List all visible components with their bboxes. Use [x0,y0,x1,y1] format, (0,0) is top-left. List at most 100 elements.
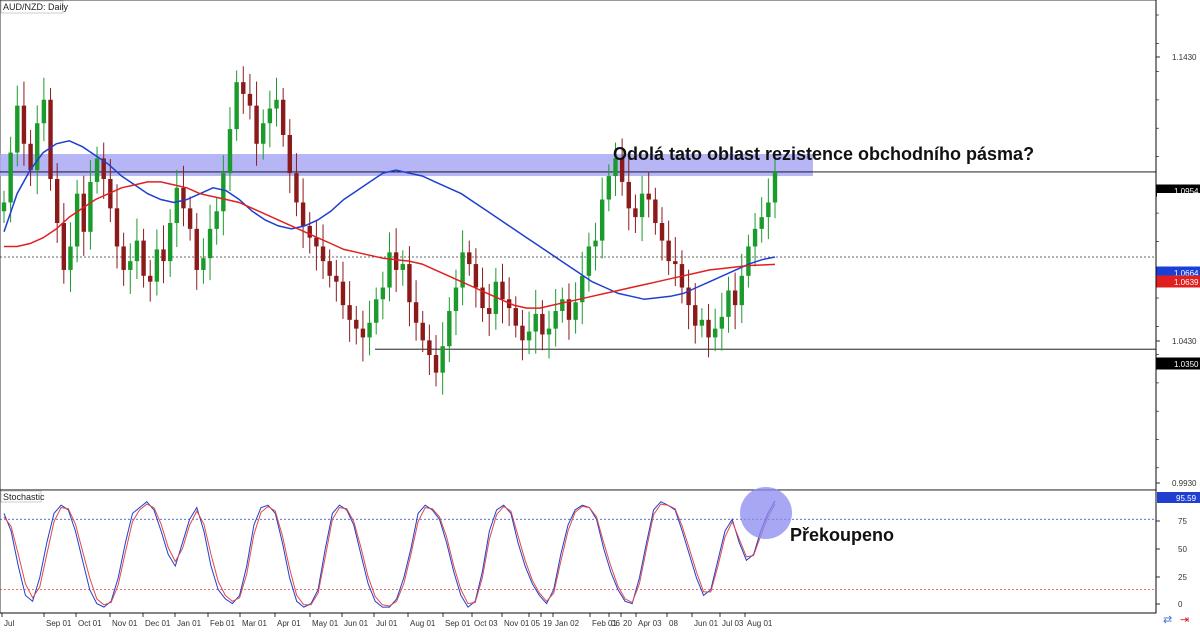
x-tick-label: 08 [669,619,678,628]
x-tick-label: Jun 01 [344,619,369,628]
candle-body [440,346,445,373]
candle-body [367,322,372,338]
candle-body [94,158,100,182]
candle-body [613,158,618,177]
candle-body [101,158,106,179]
candle-body [393,252,399,270]
candle-body [21,105,27,144]
candle-body [161,249,166,262]
candle-body [141,240,146,276]
candle-body [420,322,425,341]
candle-body [1,202,7,212]
stoch-tick-label: 50 [1178,545,1187,554]
candle-body [48,99,53,179]
x-tick-label: Jul [4,619,14,628]
candle-body [354,319,359,329]
candle-body [553,311,558,329]
x-tick-label: Oct 01 [78,619,102,628]
candle-body [653,199,658,223]
candle-body [374,299,379,323]
candle-body [347,305,352,320]
candle-body [360,328,366,338]
candle-body [134,240,140,262]
candle-body [181,187,186,209]
candle-body [599,199,605,241]
candle-body [54,178,60,223]
candle-body [526,331,532,341]
price-pane-frame [0,0,1157,491]
candle-body [148,275,153,282]
candle-body [759,217,764,229]
candle-body [513,308,518,326]
stoch-tick-label: 0 [1178,600,1183,609]
stochastic-k-line [3,500,776,608]
x-tick-label: Apr 01 [277,619,301,628]
candle-body [61,222,67,270]
candle-body [128,261,133,270]
candle-body [407,264,412,303]
candle-body [167,222,173,262]
x-tick-label: Jul 03 [722,619,744,628]
candle-body [560,299,565,312]
candle-body [659,222,665,241]
candle-body [241,82,246,94]
candle-body [334,275,339,282]
stoch-value-tag-box [1157,492,1200,503]
candle-body [81,193,86,232]
stoch-tick-label: 25 [1178,573,1187,582]
price-tag-label: 1.0639 [1174,278,1199,287]
candle-body [201,258,206,270]
candle-body [719,316,725,329]
candle-body [619,158,625,182]
candle-body [154,249,160,282]
symbol-label-box [0,0,64,14]
candle-body [387,252,392,288]
candle-body [473,264,479,288]
candle-body [214,211,219,229]
x-tick-label: Jul 01 [376,619,398,628]
candle-body [453,287,459,312]
candle-body [121,246,126,270]
candle-body [686,287,691,306]
candle-body [486,308,492,314]
y-tick-label: 1.1430 [1172,53,1197,62]
scroll-right-icon[interactable]: ⇥ [1180,614,1190,626]
candle-body [533,313,538,332]
candle-body [28,143,33,171]
candle-body [114,208,120,247]
x-tick-label: Jun 01 [694,619,719,628]
candle-body [699,319,705,326]
candle-body [227,129,233,174]
symbol-label: AUD/NZD: Daily [3,2,69,12]
x-tick-label: May 01 [312,619,339,628]
candle-body [15,105,20,153]
candle-body [187,208,193,229]
candle-body [573,302,578,320]
stochastic-d-line [3,503,776,607]
candle-body [41,99,47,124]
candle-body [693,305,698,326]
price-tag-box [1157,193,1200,204]
candle-body [606,176,612,200]
x-tick-label: 06 [611,619,620,628]
candle-body [467,252,472,265]
candle-body [400,264,405,270]
candle-body [74,193,80,247]
candle-body [8,152,13,203]
x-tick-label: Nov 01 [504,619,530,628]
candle-body [460,252,465,288]
x-tick-label: Feb 01 [210,619,235,628]
candle-body [673,261,678,265]
sync-icon[interactable]: ⇄ [1163,614,1173,626]
y-tick-label: 0.9930 [1172,479,1197,488]
x-tick-label: Sep 01 [46,619,72,628]
candle-body [280,99,286,135]
candle-body [772,171,778,203]
candle-body [766,202,771,218]
candle-body [207,228,213,259]
candle-body [626,181,631,209]
candle-body [427,340,432,356]
candle-body [666,240,671,262]
candle-body [380,287,386,300]
